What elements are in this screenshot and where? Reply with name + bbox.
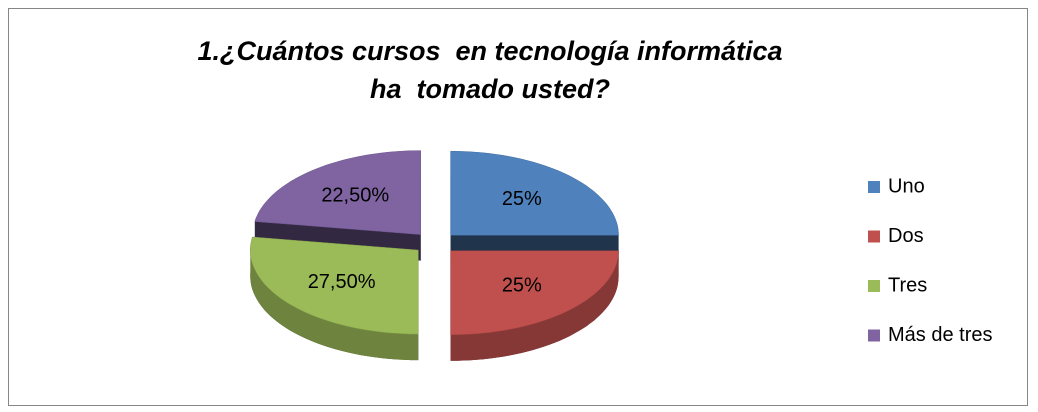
data-label: 25%: [502, 188, 542, 210]
legend-swatch: [868, 181, 880, 193]
slice-rim: [250, 250, 419, 361]
legend-label: Uno: [888, 175, 925, 197]
legend-swatch: [868, 329, 880, 342]
legend-swatch: [868, 280, 880, 292]
slice: [450, 150, 619, 236]
slice-rim: [450, 250, 619, 361]
slice: [254, 150, 421, 235]
legend-label: Más de tres: [888, 324, 992, 346]
legend-swatch: [868, 230, 880, 243]
chart-title: 1.¿Cuántos cursos en tecnología informát…: [197, 36, 791, 104]
data-label: 25%: [502, 275, 542, 297]
chart-frame: [8, 8, 1028, 406]
slice: [250, 236, 419, 335]
legend-label: Tres: [888, 274, 927, 296]
slice: [450, 250, 619, 336]
data-label: 22,50%: [321, 185, 389, 207]
data-label: 27,50%: [308, 271, 376, 293]
legend-label: Dos: [888, 225, 924, 247]
